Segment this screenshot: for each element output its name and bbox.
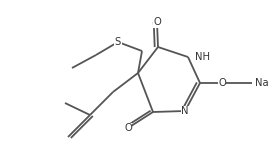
Text: O: O: [218, 78, 226, 88]
Text: Na: Na: [255, 78, 268, 88]
Text: O: O: [124, 123, 132, 133]
Text: NH: NH: [195, 52, 210, 62]
Text: N: N: [181, 106, 189, 116]
Text: S: S: [115, 37, 121, 47]
Text: O: O: [153, 17, 161, 27]
